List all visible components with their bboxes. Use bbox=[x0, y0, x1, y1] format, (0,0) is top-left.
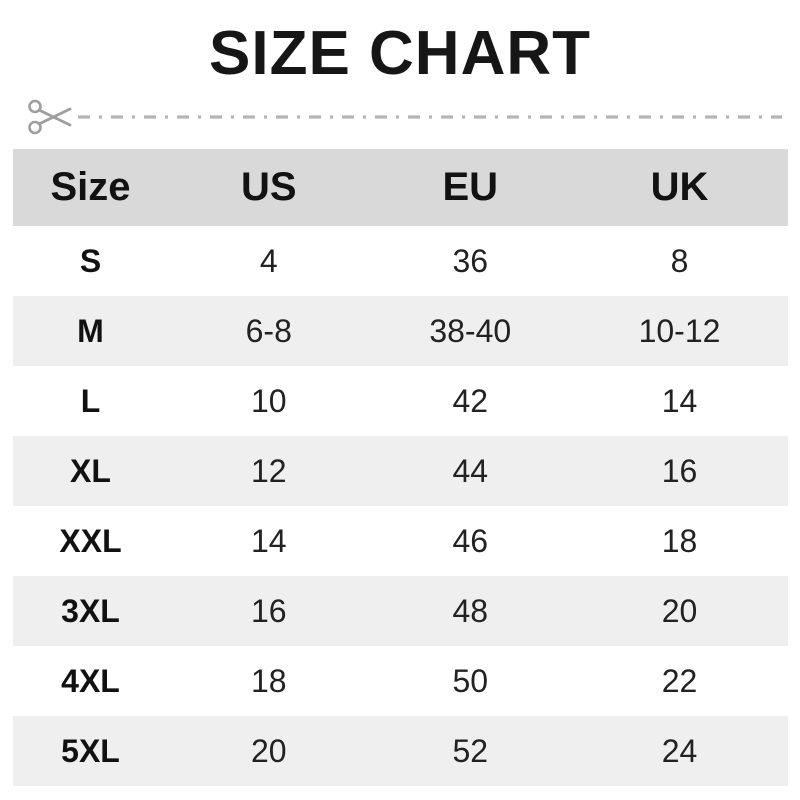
cell-us: 12 bbox=[250, 452, 287, 489]
cell-us: 20 bbox=[250, 732, 287, 769]
cell-size: M bbox=[77, 312, 104, 349]
page-title: SIZE CHART bbox=[209, 19, 591, 88]
cell-size: XXL bbox=[59, 522, 122, 559]
table-row: L 10 42 14 bbox=[13, 366, 788, 437]
table-row: 5XL 20 52 24 bbox=[13, 716, 788, 787]
cell-uk: 14 bbox=[661, 382, 698, 419]
cell-eu: 38-40 bbox=[429, 312, 512, 349]
table-row: M 6-8 38-40 10-12 bbox=[13, 296, 788, 367]
cell-uk: 22 bbox=[661, 662, 698, 699]
cell-size: S bbox=[79, 242, 102, 279]
cell-eu: 50 bbox=[452, 662, 489, 699]
table-row: 3XL 16 48 20 bbox=[13, 576, 788, 647]
cell-uk: 10-12 bbox=[638, 312, 721, 349]
cell-size: 4XL bbox=[61, 662, 120, 699]
header-cell-uk: UK bbox=[650, 165, 709, 210]
cell-us: 18 bbox=[250, 662, 287, 699]
cell-eu: 52 bbox=[452, 732, 489, 769]
cell-us: 4 bbox=[259, 242, 278, 279]
cell-size: XL bbox=[70, 452, 111, 489]
cell-size: 5XL bbox=[61, 732, 120, 769]
header-row: Size US EU UK bbox=[13, 149, 788, 227]
header-cell-us: US bbox=[240, 165, 297, 210]
cell-uk: 18 bbox=[661, 522, 698, 559]
cell-size: 3XL bbox=[61, 592, 120, 629]
cell-us: 10 bbox=[250, 382, 287, 419]
cell-us: 14 bbox=[250, 522, 287, 559]
cell-uk: 16 bbox=[661, 452, 698, 489]
cell-us: 16 bbox=[250, 592, 287, 629]
dash-dot-line bbox=[78, 115, 782, 119]
cell-eu: 42 bbox=[452, 382, 489, 419]
header-cell-eu: EU bbox=[442, 165, 499, 210]
size-table: Size US EU UK S 4 36 8 M 6-8 38-40 10-12… bbox=[13, 149, 788, 787]
cell-uk: 24 bbox=[661, 732, 698, 769]
header-cell-size: Size bbox=[50, 165, 131, 210]
cell-us: 6-8 bbox=[245, 312, 292, 349]
cell-eu: 48 bbox=[452, 592, 489, 629]
cell-eu: 46 bbox=[452, 522, 489, 559]
cell-eu: 44 bbox=[452, 452, 489, 489]
table-row: XXL 14 46 18 bbox=[13, 506, 788, 577]
scissors-icon bbox=[28, 99, 72, 135]
cell-uk: 20 bbox=[661, 592, 698, 629]
cell-uk: 8 bbox=[670, 242, 689, 279]
table-row: 4XL 18 50 22 bbox=[13, 646, 788, 717]
cell-eu: 36 bbox=[452, 242, 489, 279]
table-row: XL 12 44 16 bbox=[13, 436, 788, 507]
table-row: S 4 36 8 bbox=[13, 226, 788, 297]
cell-size: L bbox=[80, 382, 101, 419]
cut-line bbox=[0, 95, 800, 139]
